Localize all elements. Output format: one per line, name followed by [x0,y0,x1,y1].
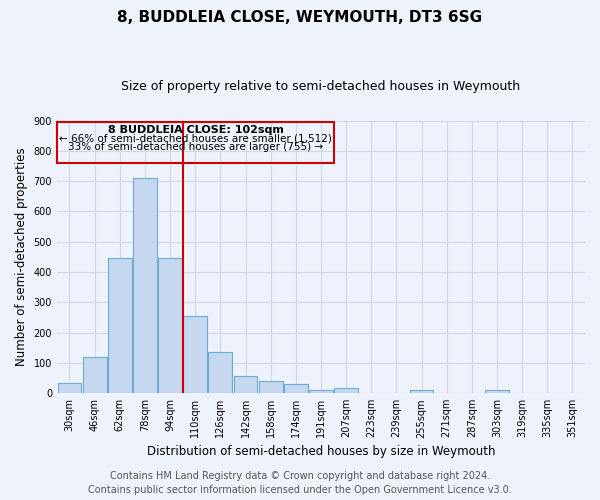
Bar [133,178,157,393]
Bar [284,384,308,393]
Bar [233,376,257,393]
Bar [259,381,283,393]
Text: 33% of semi-detached houses are larger (755) →: 33% of semi-detached houses are larger (… [68,142,323,152]
Bar [208,352,232,393]
Bar [108,258,132,393]
Bar [83,358,107,393]
Text: 8 BUDDLEIA CLOSE: 102sqm: 8 BUDDLEIA CLOSE: 102sqm [107,125,283,135]
Bar [309,390,333,393]
Text: ← 66% of semi-detached houses are smaller (1,512): ← 66% of semi-detached houses are smalle… [59,134,332,143]
Text: 8, BUDDLEIA CLOSE, WEYMOUTH, DT3 6SG: 8, BUDDLEIA CLOSE, WEYMOUTH, DT3 6SG [118,10,482,25]
Y-axis label: Number of semi-detached properties: Number of semi-detached properties [15,148,28,366]
Bar [183,316,207,393]
X-axis label: Distribution of semi-detached houses by size in Weymouth: Distribution of semi-detached houses by … [147,444,495,458]
Bar [158,258,182,393]
Bar [410,390,433,393]
Bar [334,388,358,393]
Title: Size of property relative to semi-detached houses in Weymouth: Size of property relative to semi-detach… [121,80,521,93]
Bar [485,390,509,393]
Bar [58,382,82,393]
Text: Contains HM Land Registry data © Crown copyright and database right 2024.
Contai: Contains HM Land Registry data © Crown c… [88,471,512,495]
